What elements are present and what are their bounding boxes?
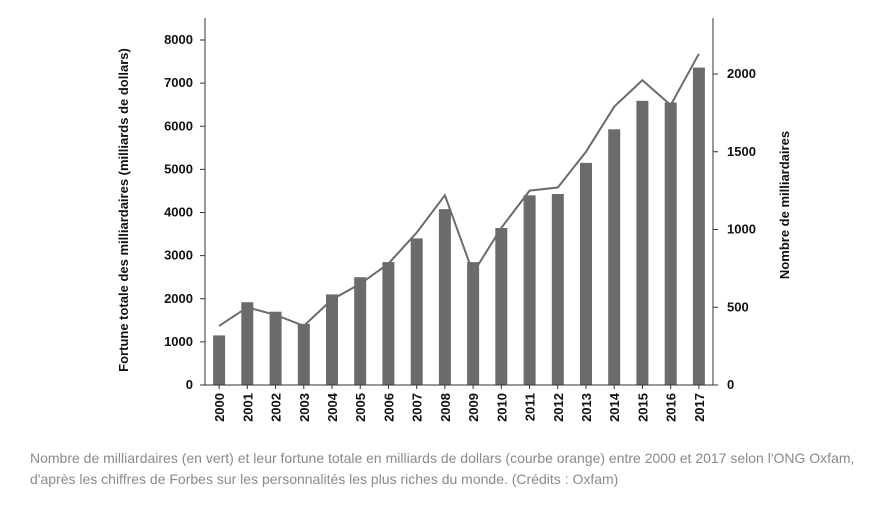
- x-tick-label: 2004: [325, 392, 340, 422]
- right-axis: 0 500 1000 1500 2000: [712, 18, 756, 392]
- right-tick-label: 1000: [727, 222, 756, 237]
- x-tick-label: 2009: [466, 393, 481, 422]
- bar-2017: [692, 67, 705, 385]
- left-axis: 0 1000 2000 3000 4000 5000 6000 7000 8000: [164, 18, 206, 392]
- bar-2002: [269, 311, 282, 385]
- x-tick-label: 2013: [579, 393, 594, 422]
- bar-2005: [354, 277, 367, 385]
- left-tick-label: 6000: [164, 118, 193, 133]
- left-tick-label: 4000: [164, 205, 193, 220]
- x-tick-label: 2015: [635, 393, 650, 422]
- bar-2016: [664, 102, 677, 385]
- x-tick-label: 2002: [269, 393, 284, 422]
- left-tick-label: 5000: [164, 161, 193, 176]
- left-tick-label: 2000: [164, 291, 193, 306]
- x-tick-label: 2016: [664, 393, 679, 422]
- left-tick-label: 7000: [164, 75, 193, 90]
- bar-2014: [608, 129, 621, 385]
- bar-2000: [213, 335, 226, 385]
- right-tick-label: 2000: [727, 66, 756, 81]
- x-tick-label: 2006: [381, 393, 396, 422]
- right-tick-label: 1500: [727, 144, 756, 159]
- bar-2009: [467, 262, 480, 385]
- x-tick-label: 2003: [297, 393, 312, 422]
- right-tick-label: 0: [727, 377, 734, 392]
- bar-2011: [523, 195, 536, 386]
- bar-2015: [636, 100, 649, 386]
- bar-2012: [551, 194, 564, 385]
- bar-2007: [410, 238, 423, 385]
- x-tick-label: 2008: [438, 393, 453, 422]
- x-tick-label: 2010: [494, 393, 509, 422]
- chart: 0 1000 2000 3000 4000 5000 6000 7000 8000 0 500 10…: [116, 18, 792, 422]
- x-tick-label: 2001: [240, 393, 255, 422]
- x-tick-label: 2014: [607, 392, 622, 422]
- x-tick-label: 2011: [523, 393, 538, 421]
- x-tick-label: 2017: [692, 393, 707, 422]
- bar-series: [213, 67, 705, 386]
- x-axis: 2000 2001 2002 2003 2004 2005 2006 2007 2008 2009…: [205, 384, 713, 422]
- x-tick-label: 2005: [353, 393, 368, 422]
- bar-2004: [326, 294, 338, 385]
- figure-caption: Nombre de milliardaires (en vert) et leu…: [30, 450, 855, 487]
- left-tick-label: 3000: [164, 248, 193, 263]
- billionaire-count-line: [218, 53, 700, 328]
- bar-2008: [438, 209, 451, 385]
- x-tick-label: 2000: [212, 393, 227, 422]
- bar-2003: [297, 323, 310, 385]
- x-tick-label: 2007: [410, 393, 425, 422]
- left-tick-label: 1000: [164, 334, 193, 349]
- bar-2006: [382, 262, 395, 385]
- bar-2001: [241, 302, 254, 385]
- x-tick-label: 2012: [551, 393, 566, 422]
- left-tick-label: 0: [186, 377, 193, 392]
- right-tick-label: 500: [727, 299, 749, 314]
- bar-2013: [580, 162, 592, 385]
- left-axis-title: Fortune totale des milliardaires (millia…: [116, 48, 131, 372]
- right-axis-title: Nombre de milliardaires: [777, 131, 792, 279]
- bar-2010: [495, 228, 508, 385]
- left-tick-label: 8000: [164, 32, 193, 47]
